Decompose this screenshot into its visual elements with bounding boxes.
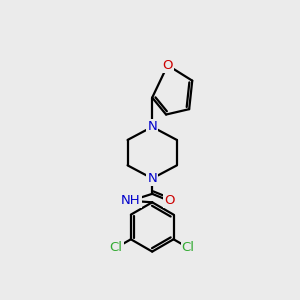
Text: N: N [147,172,157,185]
Text: NH: NH [121,194,140,207]
Text: Cl: Cl [110,241,123,254]
Text: O: O [164,194,174,207]
Text: Cl: Cl [182,241,195,254]
Text: N: N [147,120,157,134]
Text: O: O [162,59,173,72]
